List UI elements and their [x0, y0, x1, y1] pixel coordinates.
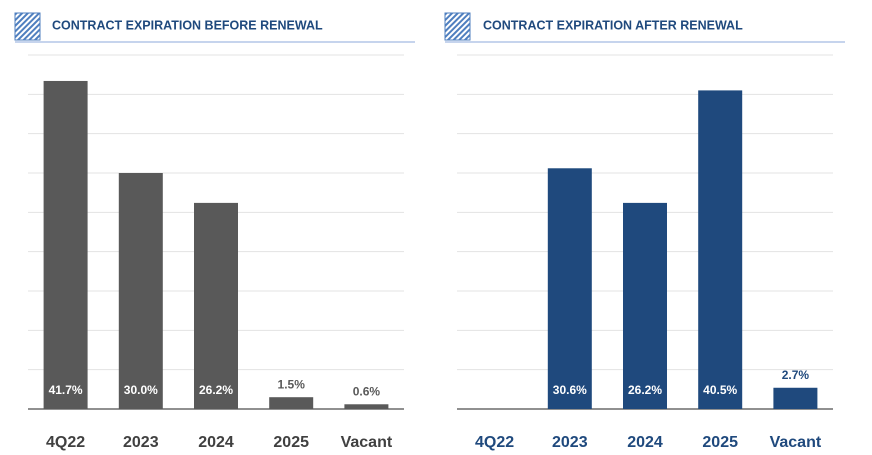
chart-title: CONTRACT EXPIRATION BEFORE RENEWAL [52, 18, 323, 32]
x-tick-label: 4Q22 [46, 434, 85, 451]
data-label: 26.2% [199, 383, 233, 397]
bar [344, 404, 389, 409]
x-tick-label: 2025 [273, 434, 309, 451]
header-icon [14, 12, 41, 41]
bar [269, 397, 314, 409]
bar [547, 168, 592, 409]
data-label: 2.7% [782, 368, 810, 382]
data-label: 30.0% [124, 383, 158, 397]
data-label: 1.5% [278, 377, 306, 391]
x-tick-label: 2023 [123, 434, 159, 451]
bar [698, 90, 743, 410]
data-label: 30.6% [553, 383, 587, 397]
x-tick-label: 4Q22 [475, 434, 514, 451]
bar [118, 173, 163, 409]
data-label: 41.7% [49, 383, 83, 397]
x-tick-label: 2023 [552, 434, 588, 451]
bar [623, 202, 667, 409]
x-tick-label: Vacant [770, 434, 822, 451]
bar [773, 387, 818, 409]
header-icon [444, 12, 471, 41]
data-label: 0.6% [353, 384, 381, 398]
data-label: 40.5% [703, 383, 737, 397]
bar [43, 80, 88, 410]
x-tick-label: Vacant [341, 434, 393, 451]
x-tick-label: 2024 [198, 434, 234, 451]
x-tick-label: 2024 [627, 434, 663, 451]
data-label: 26.2% [628, 383, 662, 397]
x-tick-label: 2025 [702, 434, 738, 451]
chart-title: CONTRACT EXPIRATION AFTER RENEWAL [483, 18, 743, 32]
bar [194, 202, 238, 409]
